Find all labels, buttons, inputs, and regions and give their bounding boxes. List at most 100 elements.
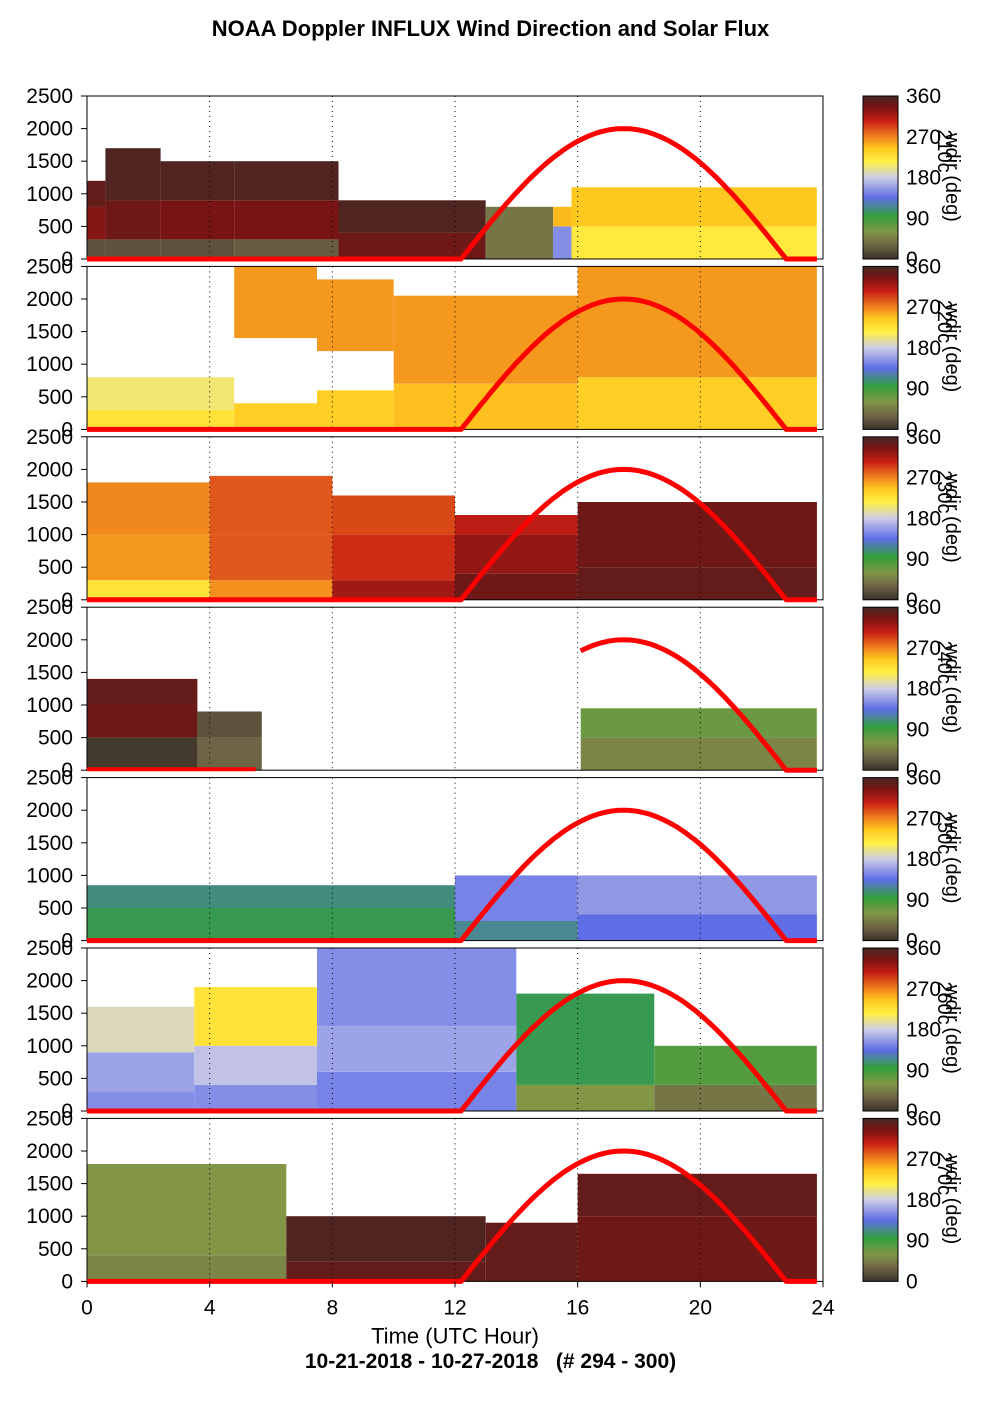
y-tick-label: 500 <box>38 1067 73 1090</box>
y-tick-label: 2500 <box>26 426 73 449</box>
heatmap-cell <box>87 180 106 207</box>
y-tick-label: 500 <box>38 897 73 920</box>
heatmap-cell <box>317 390 394 430</box>
y-tick-label: 1000 <box>26 353 73 376</box>
heatmap-cell <box>87 1006 195 1053</box>
colorbar-axis-label: wdir (deg) <box>941 132 963 222</box>
y-tick-label: 1500 <box>26 150 73 173</box>
colorbar-tick-label: 0 <box>906 759 918 782</box>
heatmap-cell <box>87 377 235 410</box>
y-tick-label: 2500 <box>26 767 73 790</box>
colorbar-tick-label: 90 <box>906 548 929 571</box>
heatmap-cell <box>580 708 817 738</box>
heatmap-cell <box>87 737 198 771</box>
heatmap-cell <box>87 1164 287 1256</box>
heatmap-cell <box>234 161 339 201</box>
y-tick-label: 1000 <box>26 864 73 887</box>
heatmap-cell <box>455 921 578 941</box>
heatmap-cell <box>87 1052 195 1092</box>
heatmap-cell <box>332 580 455 600</box>
colorbar-axis-label: wdir (deg) <box>941 984 963 1074</box>
heatmap-cell <box>455 534 578 574</box>
heatmap-cell <box>455 875 578 921</box>
y-tick-label: 0 <box>61 1100 73 1123</box>
heatmap-cell <box>87 885 455 908</box>
panel-day-295: 0 500 1000 1500 2000 2500 <box>26 255 824 441</box>
colorbar-overlay-label: 230c <box>933 470 955 513</box>
y-tick-label: 2500 <box>26 255 73 278</box>
panel-day-299: 0 500 1000 1500 2000 2500 <box>26 937 824 1123</box>
y-tick-label: 500 <box>38 215 73 238</box>
y-tick-label: 2500 <box>26 85 73 108</box>
colorbar-tick-label: 0 <box>906 1100 918 1123</box>
panel-day-300: 0 500 1000 1500 2000 2500 <box>26 1107 824 1293</box>
y-tick-label: 2500 <box>26 596 73 619</box>
colorbar-day-297: 0 90 180 270 360 wdir (deg)240c <box>862 596 963 782</box>
y-tick-label: 500 <box>38 386 73 409</box>
heatmap-cell <box>160 200 235 240</box>
heatmap-cell <box>516 1084 655 1111</box>
colorbar-tick-label: 180 <box>906 507 941 530</box>
heatmap-cell <box>553 226 572 259</box>
heatmap-cell <box>317 948 517 1027</box>
y-tick-label: 0 <box>61 759 73 782</box>
heatmap-cell <box>332 534 455 581</box>
y-tick-label: 2000 <box>26 288 73 311</box>
x-tick-label: 24 <box>811 1296 835 1319</box>
heatmap-cell <box>577 502 817 568</box>
y-tick-label: 500 <box>38 727 73 750</box>
x-axis-label: Time (UTC Hour) <box>371 1323 539 1348</box>
y-tick-label: 1500 <box>26 661 73 684</box>
colorbar-day-300: 0 90 180 270 360 wdir (deg)270c <box>862 1107 963 1293</box>
solar-flux-line <box>579 637 817 773</box>
y-tick-label: 1000 <box>26 183 73 206</box>
heatmap-cell <box>286 1261 486 1282</box>
colorbar-day-294: 0 90 180 270 360 wdir (deg)210c <box>862 85 963 271</box>
colorbar-axis-label: wdir (deg) <box>941 302 963 392</box>
heatmap-cell <box>87 482 210 535</box>
y-tick-label: 2000 <box>26 629 73 652</box>
heatmap-cell <box>87 1255 287 1282</box>
heatmap-cell <box>87 908 455 941</box>
heatmap-cell <box>105 148 161 201</box>
panel-frame <box>86 606 824 771</box>
colorbar-tick-label: 0 <box>906 1270 918 1293</box>
colorbar-tick-label: 360 <box>906 426 941 449</box>
y-tick-label: 1500 <box>26 1002 73 1025</box>
colorbar-tick-label: 270 <box>906 637 941 660</box>
colorbar-overlay-label: 270c <box>933 1152 955 1195</box>
heatmap-cell <box>194 987 317 1046</box>
heatmap-cell <box>332 495 455 535</box>
heatmap-cell <box>87 678 198 705</box>
heatmap-cell <box>317 1026 517 1072</box>
colorbar-axis-label: wdir (deg) <box>941 1154 963 1244</box>
colorbar-overlay-label: 240c <box>933 641 955 684</box>
heatmap-cell <box>87 580 210 600</box>
x-tick-label: 0 <box>81 1296 93 1319</box>
heatmap-cell <box>234 239 339 259</box>
colorbar-gradient <box>862 265 899 430</box>
heatmap-cell <box>194 1045 317 1085</box>
heatmap-cell <box>286 1216 486 1262</box>
colorbar-day-299: 0 90 180 270 360 wdir (deg)260c <box>862 937 963 1123</box>
solar-flux-line <box>87 296 817 432</box>
y-tick-label: 1500 <box>26 832 73 855</box>
y-tick-label: 2000 <box>26 970 73 993</box>
colorbar-axis-label: wdir (deg) <box>941 473 963 563</box>
colorbar-tick-label: 180 <box>906 337 941 360</box>
colorbar-gradient <box>862 777 899 942</box>
y-tick-label: 0 <box>61 1270 73 1293</box>
colorbar-tick-label: 90 <box>906 1230 929 1253</box>
y-tick-label: 0 <box>61 930 73 953</box>
heatmap-cell <box>338 232 486 259</box>
heatmap-cell <box>393 295 578 384</box>
heatmap-cell <box>338 200 486 233</box>
solar-flux-line <box>87 978 817 1114</box>
colorbar-gradient <box>862 95 899 260</box>
y-tick-label: 1500 <box>26 491 73 514</box>
colorbar-day-296: 0 90 180 270 360 wdir (deg)230c <box>862 426 963 612</box>
heatmap-cell <box>87 534 210 581</box>
colorbar-axis-label: wdir (deg) <box>941 814 963 904</box>
colorbar-tick-label: 360 <box>906 255 941 278</box>
colorbar-gradient <box>862 947 899 1112</box>
